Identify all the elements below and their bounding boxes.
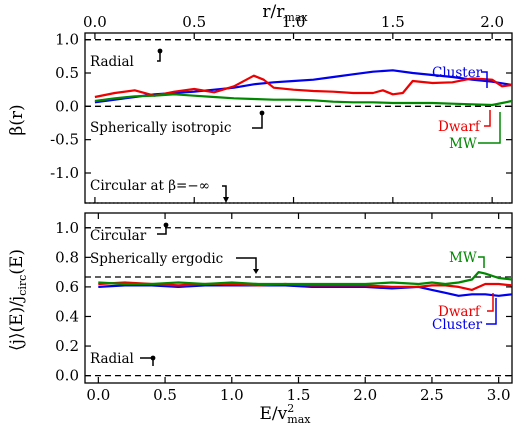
top-mw-leader	[478, 112, 501, 144]
bottom-cluster-leader	[486, 298, 497, 325]
bottom-y-tick-label: 0.6	[55, 278, 79, 296]
bottom-series-dwarf	[98, 281, 513, 291]
bottom-x-tick-label: 0.5	[153, 386, 177, 404]
top-y-tick-label: -1.0	[50, 164, 79, 182]
top-x-axis-label: r/rmax	[262, 2, 308, 24]
beta-panel: 0.0 0.5 1.0 1.5 2.0 1.0 0.5 0.0 -0.5 -1.0 Radial…	[7, 2, 513, 204]
bottom-y-tick-label: 0.0	[55, 367, 79, 385]
top-series-mw	[94, 93, 513, 107]
top-mw-label: MW	[449, 136, 477, 152]
bottom-series-mw	[98, 271, 513, 286]
top-dwarf-leader	[484, 110, 491, 127]
top-cluster-leader	[481, 71, 488, 88]
bottom-x-tick-label: 2.0	[353, 386, 377, 404]
bottom-x-tick-label: 2.5	[420, 386, 444, 404]
circular-beta-label: Circular at β=−∞	[90, 178, 210, 194]
bottom-x-tick-label: 1.5	[287, 386, 311, 404]
bottom-dwarf-label: Dwarf	[438, 304, 481, 320]
ergodic-arrow	[253, 269, 259, 274]
bottom-y-tick-label: 0.8	[55, 248, 79, 266]
bottom-mw-leader	[478, 256, 485, 268]
top-y-tick-label: -0.5	[50, 131, 79, 149]
top-y-tick-label: 0.0	[55, 97, 79, 115]
circular-label: Circular	[90, 228, 147, 244]
circular-leader	[157, 225, 167, 235]
isotropic-label: Spherically isotropic	[90, 120, 231, 136]
bottom-y-tick-label: 0.4	[55, 307, 79, 325]
isotropic-leader	[252, 113, 263, 129]
top-x-tick-label: 1.0	[282, 13, 306, 31]
bottom-x-tick-label: 0.0	[86, 386, 110, 404]
ergodic-leader	[236, 257, 257, 271]
bottom-cluster-label: Cluster	[432, 317, 483, 333]
bottom-x-tick-label: 3.0	[487, 386, 511, 404]
bottom-radial-marker	[150, 355, 156, 361]
bottom-x-axis-label: E/v2 max	[260, 402, 312, 426]
bottom-y-axis-label: ⟨j⟩(E)/jcirc(E)	[7, 249, 29, 351]
top-x-tick-label: 2.0	[480, 13, 504, 31]
bottom-x-tick-label: 1.0	[220, 386, 244, 404]
radial-marker	[157, 48, 163, 54]
bottom-radial-label: Radial	[90, 351, 134, 367]
bottom-mw-label: MW	[449, 250, 477, 266]
bottom-series-cluster	[98, 284, 513, 297]
isotropic-marker	[259, 110, 265, 116]
circular-marker	[163, 222, 169, 228]
top-x-tick-label: 0.0	[83, 13, 107, 31]
bottom-y-tick-label: 0.2	[55, 337, 79, 355]
radial-leader	[157, 51, 161, 62]
top-cluster-label: Cluster	[432, 65, 483, 81]
circular-beta-arrow	[223, 197, 229, 203]
bottom-dwarf-leader	[487, 293, 494, 312]
top-y-axis-label: β(r)	[7, 104, 27, 135]
top-x-tick-label: 1.5	[381, 13, 405, 31]
top-dwarf-label: Dwarf	[438, 119, 481, 135]
top-x-tick-label: 0.5	[182, 13, 206, 31]
circular-beta-leader	[222, 185, 227, 199]
angular-momentum-panel: 0.0 0.5 1.0 1.5 2.0 2.5 3.0 0.0 0.2 0.4 0.6 0.8 1.0…	[7, 212, 513, 426]
top-series-dwarf	[94, 74, 513, 99]
top-y-tick-label: 0.5	[55, 64, 79, 82]
ergodic-label: Spherically ergodic	[90, 251, 223, 267]
top-y-tick-label: 1.0	[55, 31, 79, 49]
bottom-y-tick-label: 1.0	[55, 219, 79, 237]
radial-label: Radial	[90, 54, 134, 70]
